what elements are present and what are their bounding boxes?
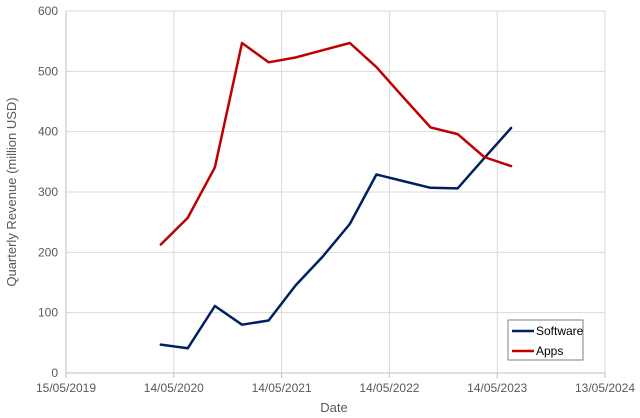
y-tick-label: 400 bbox=[38, 125, 58, 139]
y-tick-label: 200 bbox=[38, 245, 58, 259]
x-tick-labels: 15/05/2019 14/05/2020 14/05/2021 14/05/2022… bbox=[36, 381, 635, 395]
x-tick-label: 14/05/2022 bbox=[359, 381, 419, 395]
x-axis-title: Date bbox=[320, 400, 347, 415]
legend-box bbox=[507, 319, 584, 361]
series-line-apps bbox=[159, 41, 513, 246]
y-tick-label: 100 bbox=[38, 306, 58, 320]
x-tick-label: 14/05/2020 bbox=[144, 381, 204, 395]
legend-label-software: Software bbox=[536, 324, 584, 338]
x-tick-label: 14/05/2021 bbox=[252, 381, 312, 395]
y-tick-labels: 0 100 200 300 400 500 600 bbox=[38, 4, 58, 380]
legend: Software Apps bbox=[507, 319, 584, 361]
series-line-software bbox=[159, 126, 513, 350]
x-tick-label: 13/05/2024 bbox=[575, 381, 635, 395]
x-tick-label: 15/05/2019 bbox=[36, 381, 96, 395]
axes bbox=[65, 11, 606, 378]
y-tick-label: 500 bbox=[38, 64, 58, 78]
legend-label-apps: Apps bbox=[536, 344, 563, 358]
y-axis-title: Quarterly Revenue (million USD) bbox=[4, 97, 19, 286]
y-tick-label: 300 bbox=[38, 185, 58, 199]
y-tick-label: 600 bbox=[38, 4, 58, 18]
series-lines bbox=[159, 41, 513, 350]
y-tick-label: 0 bbox=[51, 366, 58, 380]
x-tick-label: 14/05/2023 bbox=[467, 381, 527, 395]
gridlines bbox=[66, 10, 606, 373]
